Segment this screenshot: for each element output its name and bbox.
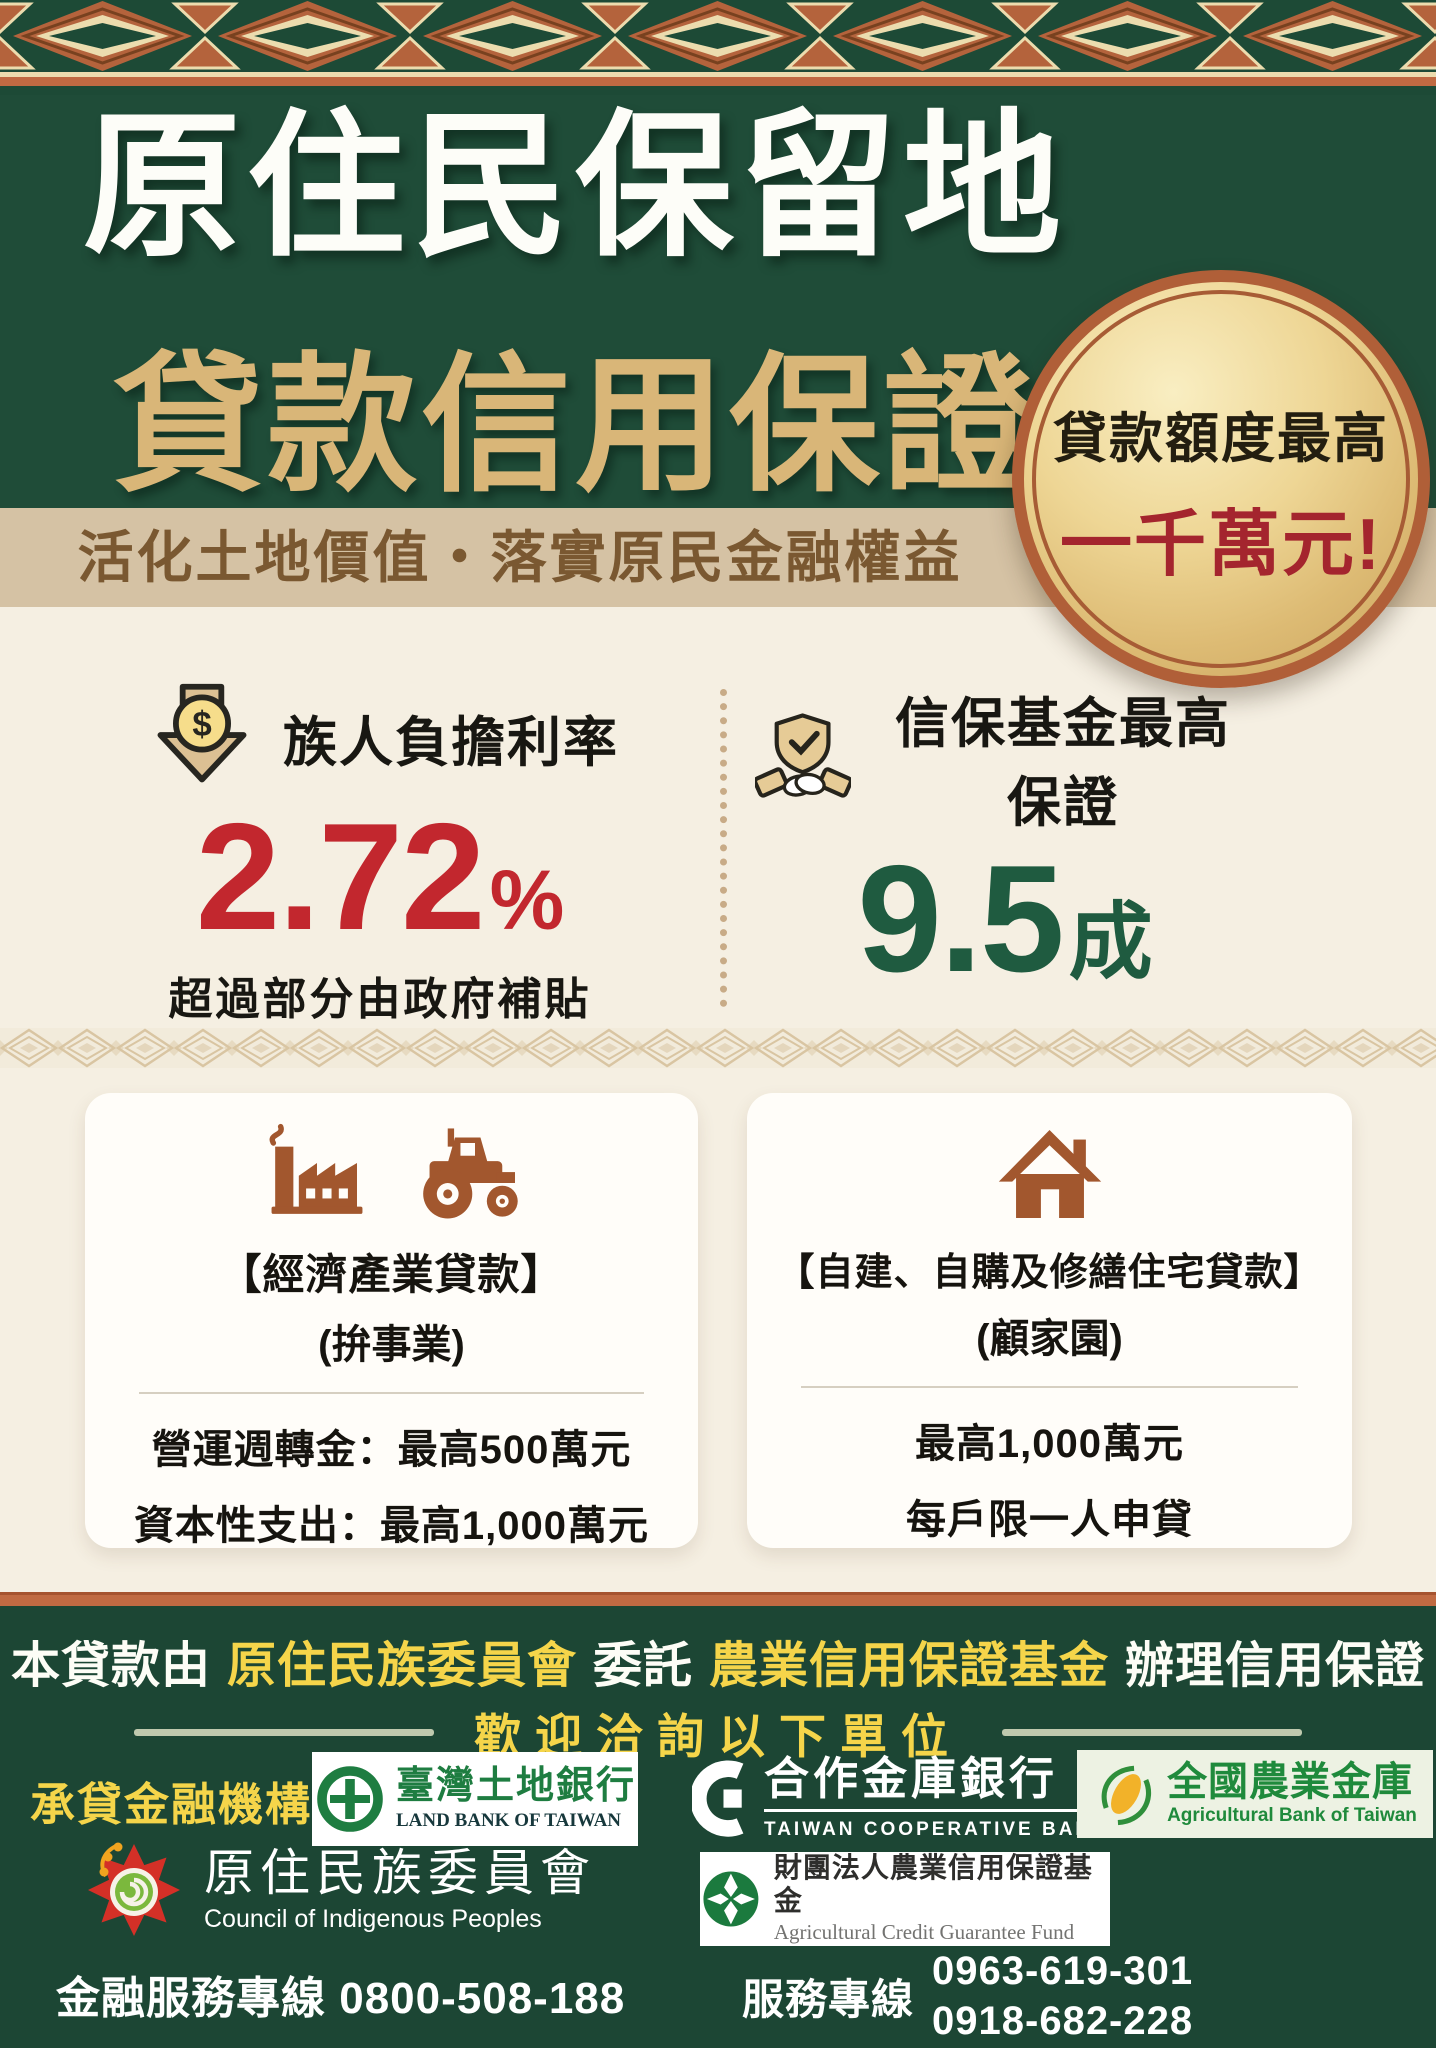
land-bank-icon xyxy=(317,1766,383,1832)
house-icon xyxy=(998,1130,1101,1218)
loan-amount-badge: 貸款額度最高 一千萬元! xyxy=(1012,270,1430,688)
cooperative-bank-en: TAIWAN COOPERATIVE BANK xyxy=(764,1819,1109,1841)
housing-loan-title: 【自建、自購及修繕住宅貸款】 xyxy=(776,1252,1323,1294)
agri-bank-zh: 全國農業金庫 xyxy=(1167,1760,1414,1804)
land-bank-zh: 臺灣土地銀行 xyxy=(395,1765,636,1808)
badge-amount: 一千萬元! xyxy=(1060,505,1382,585)
shield-handshake-icon xyxy=(755,713,851,798)
guarantee-value: 9.5 xyxy=(857,834,1064,1004)
housing-loan-card: 【自建、自購及修繕住宅貸款】 (顧家園) 最高1,000萬元 每戶限一人申貸 xyxy=(747,1093,1352,1548)
cooperative-bank-logo: 合作金庫銀行 TAIWAN COOPERATIVE BANK xyxy=(692,1755,1109,1841)
financial-hotline-label: 金融服務專線 xyxy=(56,1974,326,2023)
diamond-pattern-divider xyxy=(0,1028,1436,1068)
footer-statement-part4: 農業信用保證基金 xyxy=(709,1639,1110,1693)
copper-separator xyxy=(0,1592,1436,1606)
interest-rate-unit: % xyxy=(489,853,565,947)
tractor-icon xyxy=(422,1128,518,1219)
housing-loan-line2: 每戶限一人申貸 xyxy=(906,1498,1193,1542)
contact-units-heading: 歡迎洽詢以下單位 xyxy=(0,1698,1436,1767)
interest-rate-value: 2.72 xyxy=(195,792,486,962)
interest-subsidy-note: 超過部分由政府補貼 xyxy=(168,975,592,1024)
cooperative-bank-icon xyxy=(692,1760,744,1837)
agri-bank-logo: 全國農業金庫 Agricultural Bank of Taiwan xyxy=(1077,1750,1433,1838)
badge-caption: 貸款額度最高 xyxy=(1053,409,1389,469)
interest-rate-stat: $ 族人負擔利率 2.72 % 超過部分由政府補貼 xyxy=(60,679,700,1027)
acgf-logo-block: 財團法人農業信用保證基金 Agricultural Credit Guarant… xyxy=(700,1852,1110,1946)
footer-statement-part5: 辦理信用保證 xyxy=(1125,1639,1426,1693)
housing-loan-subtitle: (顧家園) xyxy=(976,1317,1123,1361)
housing-loan-line1: 最高1,000萬元 xyxy=(914,1422,1185,1466)
agri-bank-icon xyxy=(1101,1765,1152,1826)
service-hotline: 服務專線 0963-619-301 0918-682-228 xyxy=(742,1946,1193,2046)
cooperative-bank-zh: 合作金庫銀行 xyxy=(764,1755,1109,1813)
tribal-border-pattern xyxy=(0,0,1436,95)
footer-statement-part1: 本貸款由 xyxy=(10,1639,211,1693)
financial-hotline-number: 0800-508-188 xyxy=(339,1974,626,2023)
economic-loan-card: 【經濟產業貸款】 (拚事業) 營運週轉金：最高500萬元 資本性支出：最高1,0… xyxy=(85,1093,698,1548)
coin-down-arrow-icon: $ xyxy=(157,683,247,783)
cip-logo-block: 原住民族委員會 Council of Indigenous Peoples xyxy=(84,1840,596,1940)
economic-loan-line2: 資本性支出：最高1,000萬元 xyxy=(133,1504,650,1548)
guarantee-stat-label: 信保基金最高保證 xyxy=(895,694,1231,833)
acgf-zh: 財團法人農業信用保證基金 xyxy=(773,1853,1093,1917)
service-hotline-label: 服務專線 xyxy=(742,1975,915,2023)
acgf-icon xyxy=(703,1871,759,1927)
guarantee-stat: 信保基金最高保證 9.5 成 xyxy=(755,679,1255,995)
guarantee-unit: 成 xyxy=(1068,895,1153,989)
footer-statement-part3: 委託 xyxy=(592,1639,693,1693)
economic-loan-line1: 營運週轉金：最高500萬元 xyxy=(151,1428,632,1472)
heading-dash-left xyxy=(134,1729,434,1736)
economic-loan-title: 【經濟產業貸款】 xyxy=(219,1251,564,1298)
service-hotline-number2: 0918-682-228 xyxy=(932,1999,1194,2043)
footer-statement: 本貸款由 原住民族委員會 委託 農業信用保證基金 辦理信用保證 xyxy=(0,1626,1436,1697)
lenders-label: 承貸金融機構 xyxy=(30,1779,313,1830)
subtitle-text: 活化土地價值・落實原民金融權益 xyxy=(77,526,963,589)
service-hotline-number1: 0963-619-301 xyxy=(932,1949,1194,1993)
stats-dotted-divider xyxy=(720,689,727,1007)
factory-icon xyxy=(269,1123,362,1214)
card-divider xyxy=(800,1386,1299,1388)
land-bank-en: LAND BANK OF TAIWAN xyxy=(395,1809,622,1831)
land-bank-logo: 臺灣土地銀行 LAND BANK OF TAIWAN xyxy=(312,1752,638,1846)
cip-en: Council of Indigenous Peoples xyxy=(204,1905,542,1933)
cip-logo-icon xyxy=(88,1842,180,1936)
poster-title-line2: 貸款信用保證 xyxy=(112,344,1037,510)
economic-loan-subtitle: (拚事業) xyxy=(318,1323,465,1367)
footer-statement-part2: 原住民族委員會 xyxy=(226,1639,577,1693)
card-divider xyxy=(139,1392,644,1394)
cip-zh: 原住民族委員會 xyxy=(204,1845,596,1901)
agri-bank-en: Agricultural Bank of Taiwan xyxy=(1167,1805,1417,1826)
acgf-en: Agricultural Credit Guarantee Fund xyxy=(773,1919,1075,1944)
poster-title-line1: 原住民保留地 xyxy=(83,101,1067,276)
heading-dash-right xyxy=(1002,1729,1302,1736)
svg-text:$: $ xyxy=(192,705,211,744)
financial-hotline: 金融服務專線 0800-508-188 xyxy=(56,1962,625,2026)
interest-stat-label: 族人負擔利率 xyxy=(283,712,619,773)
